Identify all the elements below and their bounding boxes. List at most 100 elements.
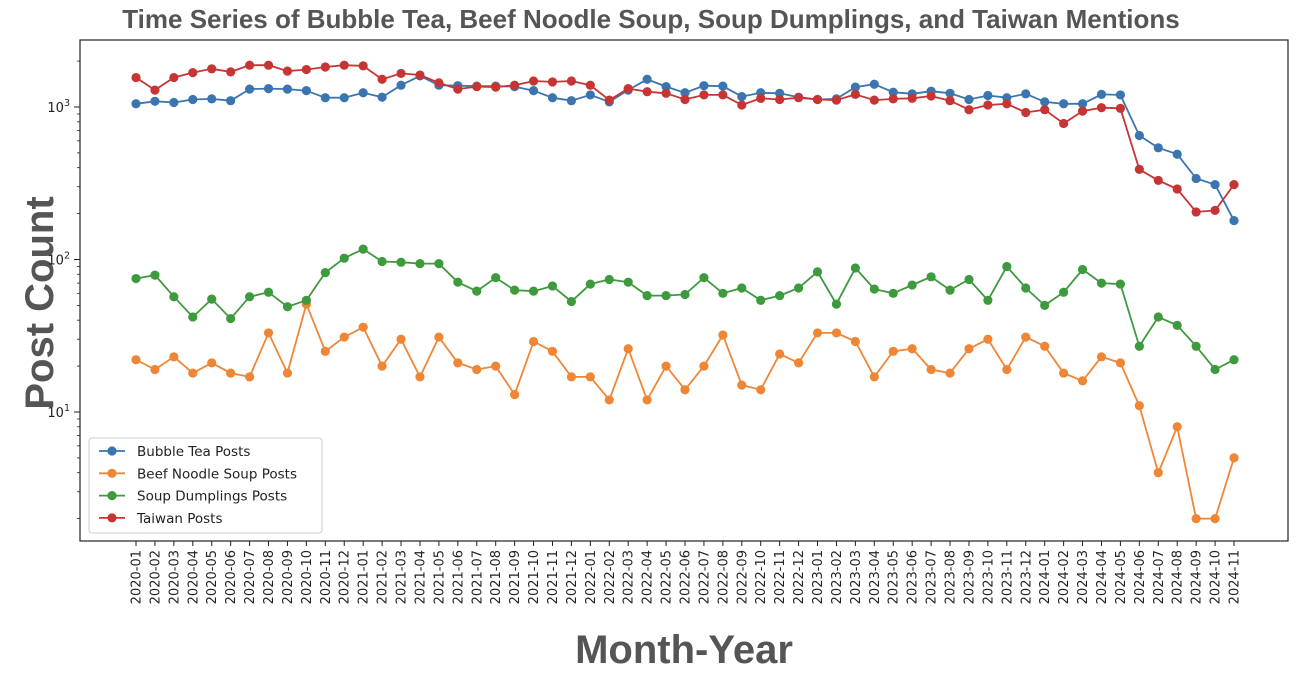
series-1-point: [510, 390, 520, 400]
y-tick-label: 103: [47, 98, 70, 116]
series-1-point: [1229, 453, 1239, 463]
series-3-point: [737, 100, 747, 110]
series-2-point: [945, 285, 955, 295]
x-tick-label: 2022-05: [660, 550, 675, 604]
series-0-point: [869, 79, 879, 89]
series-1-point: [964, 344, 974, 354]
series-1-point: [888, 346, 898, 356]
series-2-point: [320, 268, 330, 278]
series-1-point: [566, 372, 577, 382]
series-2-point: [131, 273, 141, 284]
series-3-point: [377, 74, 387, 84]
series-2-point: [1134, 341, 1144, 351]
series-3-point: [1229, 179, 1239, 190]
legend-box: [88, 437, 323, 534]
x-tick-label: 2023-02: [830, 550, 845, 604]
series-1-point: [1096, 352, 1107, 362]
x-tick-label: 2022-01: [584, 550, 599, 604]
series-1-point: [737, 380, 747, 390]
series-1-point: [188, 368, 198, 378]
series-1-point: [718, 330, 728, 340]
plot-frame: [79, 39, 1289, 542]
series-0-point: [661, 82, 671, 92]
series-3-point: [756, 93, 766, 103]
legend-label: Bubble Tea Posts: [137, 444, 250, 460]
series-2-point: [623, 277, 633, 287]
series-3-point: [1059, 118, 1069, 129]
series-2-point: [434, 258, 444, 269]
series-2-point: [699, 273, 709, 283]
x-tick-label: 2022-04: [641, 550, 656, 604]
x-tick-label: 2021-11: [546, 550, 561, 604]
series-2-point: [472, 286, 482, 296]
series-1-point: [831, 328, 842, 338]
x-tick-label: 2023-03: [849, 550, 864, 604]
series-2-point: [831, 299, 842, 309]
series-3-point: [793, 93, 804, 103]
x-tick-label: 2022-09: [735, 550, 750, 604]
x-tick-label: 2022-06: [679, 550, 694, 604]
series-0-point: [547, 93, 558, 103]
series-3-point: [244, 60, 255, 70]
series-2-point: [1229, 355, 1239, 365]
x-tick-label: 2020-04: [186, 550, 201, 604]
series-3-point: [358, 61, 368, 71]
x-tick-label: 2023-07: [925, 550, 940, 604]
series-0-point: [1229, 215, 1239, 226]
x-tick-label: 2020-12: [338, 550, 353, 604]
series-1-point: [1059, 368, 1069, 378]
series-3-point: [850, 89, 860, 99]
series-3-point: [869, 95, 879, 105]
x-tick-label: 2022-12: [792, 550, 807, 604]
x-tick-label: 2021-05: [432, 550, 447, 604]
series-0-point: [1021, 89, 1031, 99]
series-3-point: [396, 68, 406, 79]
series-3-point: [131, 72, 141, 83]
series-1-point: [472, 364, 482, 375]
series-2-point: [1002, 261, 1012, 272]
series-2-point: [150, 270, 160, 280]
x-tick-label: 2021-07: [470, 550, 485, 604]
series-3-point: [1077, 106, 1088, 116]
x-tick-label: 2023-12: [1019, 550, 1034, 604]
y-tick-label: 101: [47, 403, 70, 421]
series-2-point: [207, 294, 217, 304]
series-2-point: [188, 312, 198, 322]
series-0-point: [377, 92, 387, 102]
series-3-point: [888, 94, 898, 104]
series-1-point: [604, 395, 614, 405]
x-tick-label: 2021-04: [413, 550, 428, 604]
series-2-point: [869, 284, 879, 294]
series-0-point: [339, 93, 349, 103]
series-0-point: [642, 74, 652, 84]
series-1-point: [926, 364, 936, 375]
series-0-point: [737, 92, 747, 102]
x-tick-label: 2023-05: [887, 550, 902, 604]
series-2-point: [983, 295, 993, 305]
x-axis-label: Month-Year: [575, 628, 793, 672]
series-1-point: [699, 361, 709, 371]
x-tick-label: 2024-03: [1076, 550, 1091, 604]
series-0-point: [964, 94, 974, 105]
series-0-point: [358, 88, 368, 98]
series-3-point: [150, 85, 160, 95]
series-2-point: [775, 290, 785, 301]
series-3-point: [472, 82, 482, 92]
series-3-point: [642, 87, 652, 97]
series-0-point: [396, 80, 406, 90]
series-3-point: [320, 62, 330, 72]
series-0-point: [1134, 130, 1144, 141]
series-2-point: [453, 277, 463, 287]
series-1-point: [623, 344, 633, 354]
series-2-point: [339, 253, 349, 263]
series-1-point: [358, 322, 368, 332]
series-2-point: [585, 279, 595, 289]
y-tick-label: 102: [47, 251, 70, 269]
series-3-point: [1172, 184, 1182, 194]
series-3-point: [1096, 103, 1107, 113]
series-0-point: [699, 81, 709, 91]
series-3-point: [1021, 107, 1031, 118]
series-3-point: [207, 64, 217, 74]
series-2-point: [282, 302, 293, 312]
x-tick-label: 2020-01: [130, 550, 145, 604]
